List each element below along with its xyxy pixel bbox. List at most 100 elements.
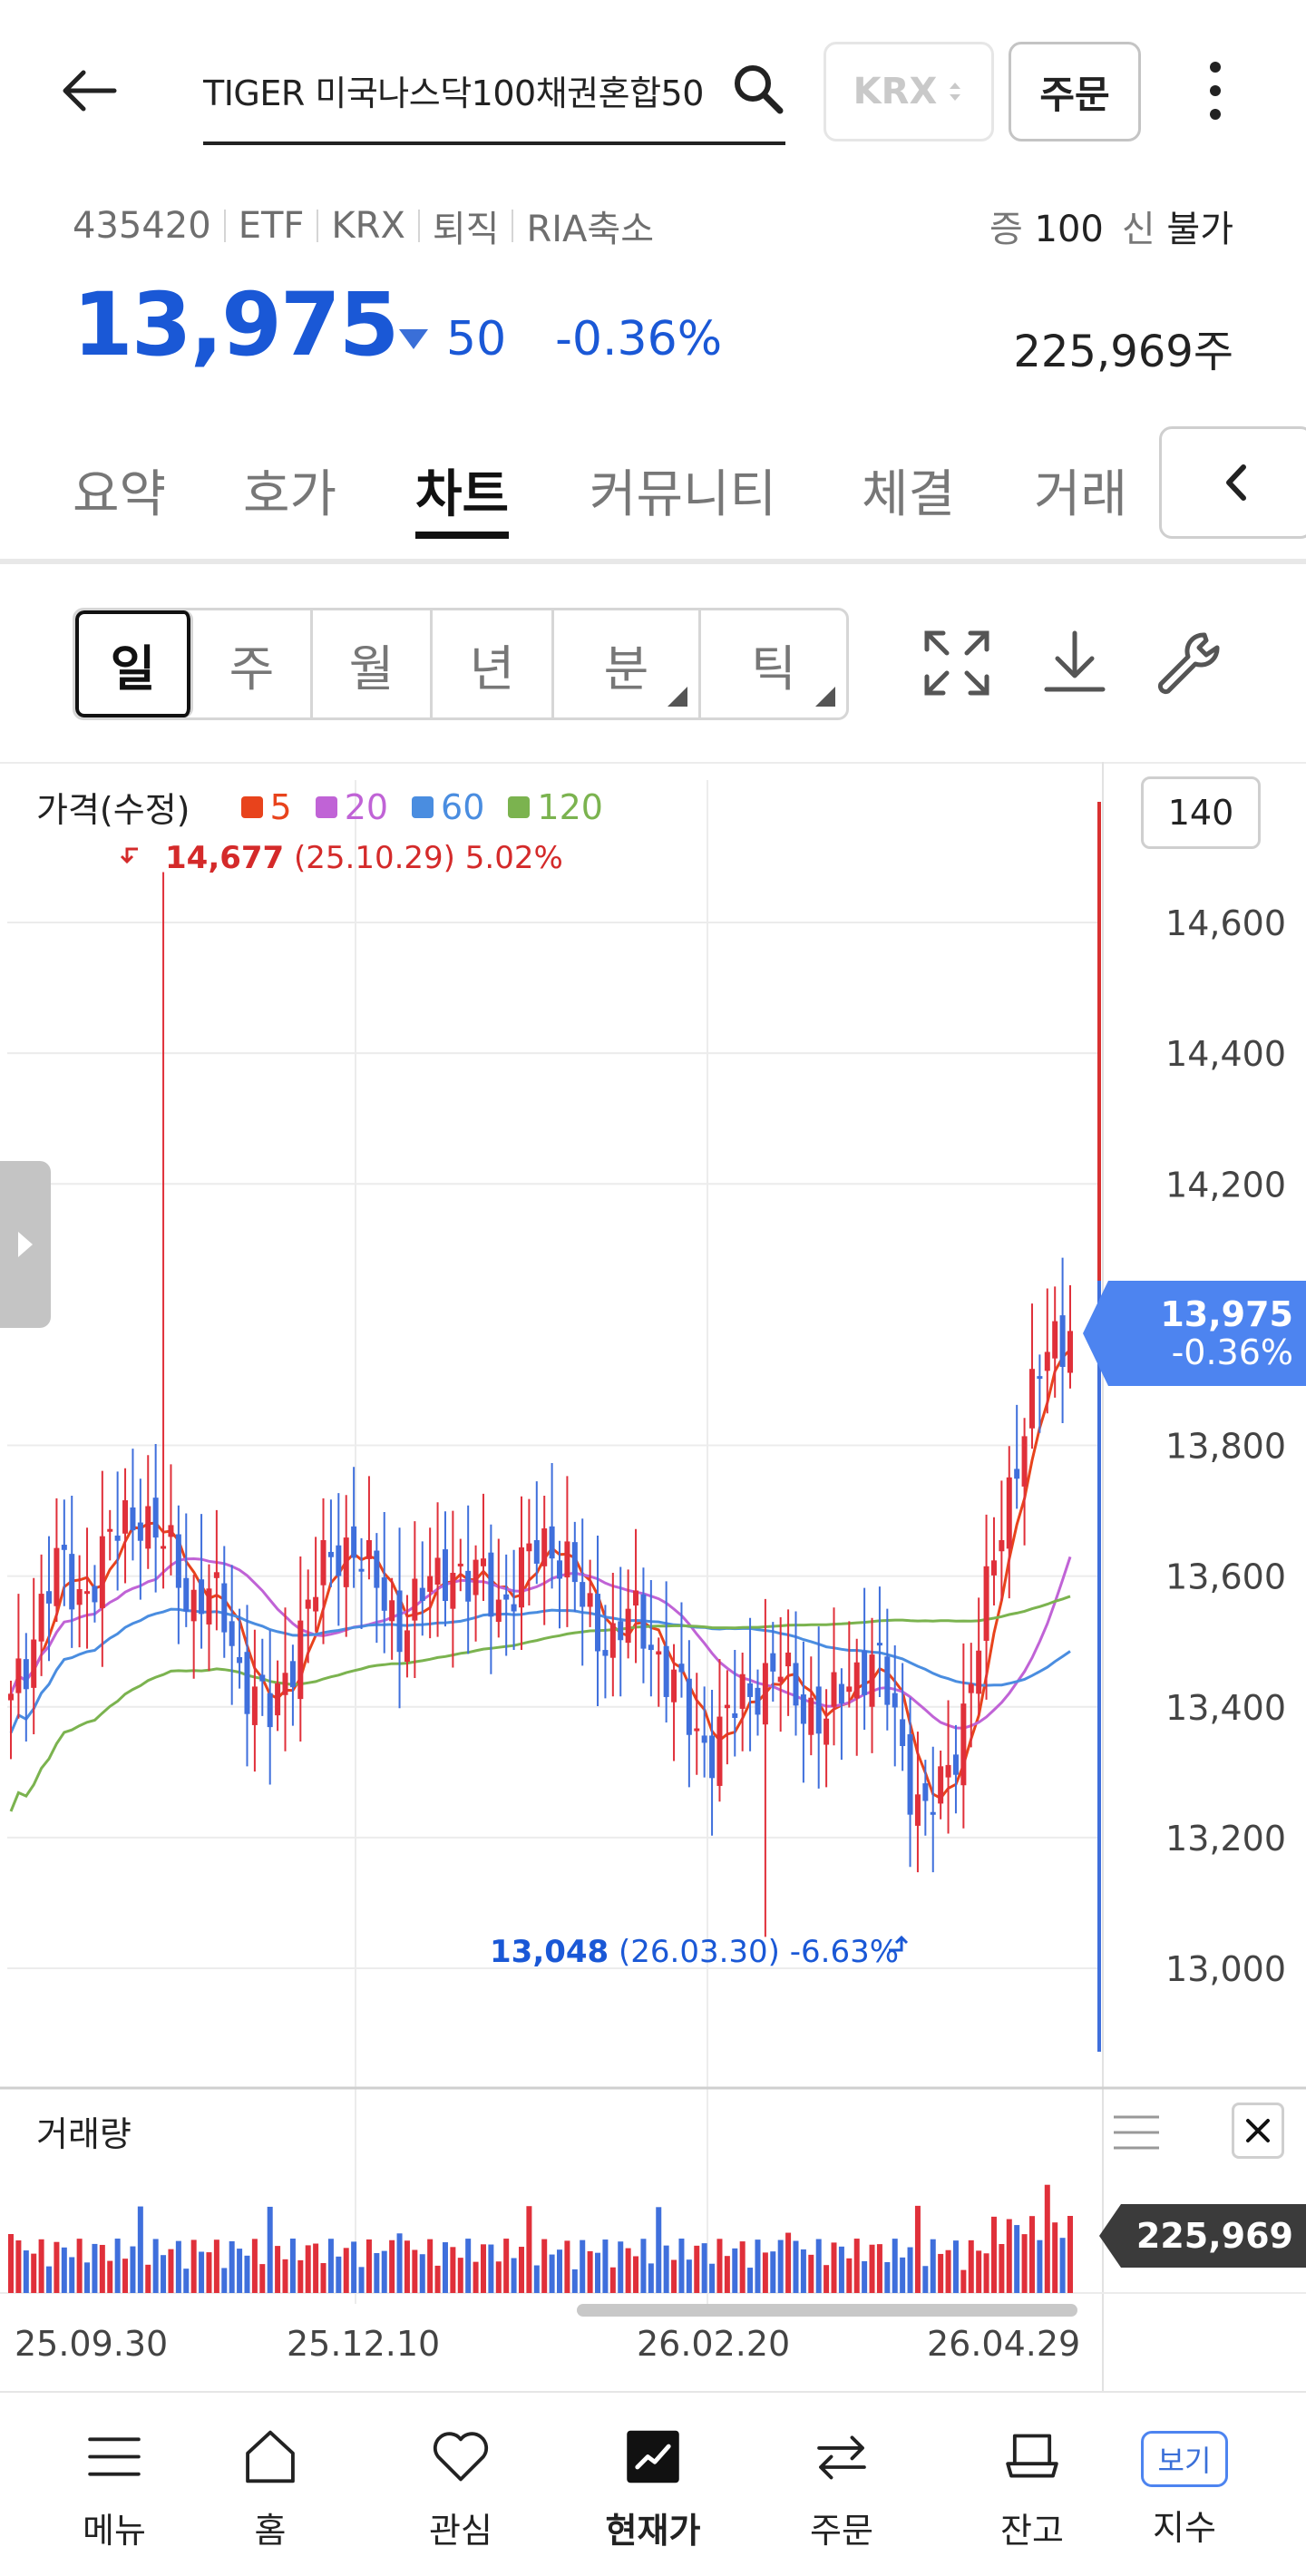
candle-body [976,1650,982,1694]
market-select[interactable]: KRX [824,42,994,141]
nav-watchlist[interactable]: 관심 [397,2425,524,2552]
legend-ma60[interactable]: 60 [412,787,484,827]
high-marker-label: 14,677 (25.10.29) 5.02% [165,840,563,876]
volume-bar [618,2241,624,2293]
volume-bar [793,2240,799,2293]
period-day[interactable]: 일 [75,610,193,717]
period-year[interactable]: 년 [433,610,554,717]
candle-body [381,1577,387,1611]
stock-search-field[interactable]: TIGER 미국나스닥100채권혼합50 [203,56,785,145]
download-icon[interactable] [1034,622,1116,704]
nav-balance[interactable]: 잔고 [969,2425,1096,2552]
candle-body [161,1546,167,1549]
legend-ma120[interactable]: 120 [508,787,603,827]
back-arrow-icon[interactable] [53,54,125,127]
candle-body [686,1678,692,1735]
x-label-1: 25.09.30 [15,2324,169,2364]
candle-body [404,1630,410,1663]
tab-chart[interactable]: 차트 [415,454,510,539]
candle-body [8,1693,14,1701]
search-input[interactable]: TIGER 미국나스닥100채권혼합50 [203,73,704,113]
candle-body [137,1522,143,1541]
volume-bar [762,2252,768,2293]
candle-body [457,1563,463,1566]
volume-bar [69,2257,75,2293]
candle-body [1044,1351,1050,1371]
period-tick[interactable]: 틱 [701,610,846,717]
tab-transactions[interactable]: 거래 [1034,465,1128,524]
detail-tabs: 요약 호가 차트 커뮤니티 체결 거래 [0,426,1306,564]
candle-body [427,1576,434,1592]
heart-icon [433,2432,489,2482]
market-select-label: KRX [853,71,938,112]
volume-bar [1021,2234,1028,2293]
period-minute-label: 분 [603,639,649,698]
volume-bar [38,2239,44,2293]
volume-bar [671,2259,677,2293]
volume-bar [609,2267,616,2293]
volume-bar [983,2253,989,2293]
wrench-icon[interactable] [1148,622,1230,704]
volume-bar [564,2240,570,2293]
tab-community[interactable]: 커뮤니티 [590,465,777,524]
expand-icon[interactable] [916,622,998,704]
chart-line-icon [627,2430,679,2483]
volume-bar [1028,2216,1035,2293]
more-vertical-icon[interactable] [1190,54,1241,127]
candle-body [69,1554,75,1610]
volume-bar [412,2249,418,2293]
candle-body [145,1506,151,1549]
volume-menu-icon[interactable] [1112,2112,1161,2153]
candle-body [580,1582,586,1607]
change-percent: -0.36% [555,312,723,366]
nav-index[interactable]: 보기 지수 [1121,2425,1248,2552]
volume-bar [831,2242,837,2293]
volume-bar [381,2250,387,2293]
legend-ma20[interactable]: 20 [315,787,388,827]
volume-bar [503,2239,510,2293]
candle-body [473,1559,479,1595]
candle-body [762,1663,768,1725]
volume-bar [1067,2216,1073,2293]
y-tick-label: 14,600 [1165,903,1286,943]
candle-body [1059,1315,1066,1368]
nav-order[interactable]: 주문 [778,2425,905,2552]
tab-summary[interactable]: 요약 [73,465,167,524]
legend-ma5[interactable]: 5 [240,787,292,827]
close-icon[interactable] [1232,2103,1284,2159]
volume-bar [900,2257,906,2293]
nav-menu[interactable]: 메뉴 [51,2425,178,2552]
volume-bar [846,2258,853,2293]
volume-bar [701,2243,707,2293]
volume-bar [282,2259,288,2293]
volume-bar [526,2206,532,2293]
nav-home-label: 홈 [254,2511,287,2551]
x-label-2: 25.12.10 [287,2324,441,2364]
tab-collapse-button[interactable] [1159,426,1306,539]
candle-body [618,1621,624,1641]
candle-count-box[interactable]: 140 [1141,776,1261,849]
side-panel-handle[interactable] [0,1161,51,1328]
period-selector: 일 주 월 년 분 틱 [73,608,849,720]
period-week[interactable]: 주 [193,610,313,717]
candle-body [38,1594,44,1642]
price-chart[interactable]: 14,600 14,400 14,200 13,800 13,600 13,400 13,2… [0,762,1306,2395]
chart-legend: 가격(수정) 5 20 60 120 [36,782,603,832]
nav-home[interactable]: 홈 [207,2425,334,2552]
volume-bar [31,2253,37,2293]
candle-body [785,1652,792,1667]
nav-current-price[interactable]: 현재가 [590,2425,716,2552]
candle-body [442,1549,448,1602]
volume-bar [952,2240,959,2293]
period-minute[interactable]: 분 [554,610,701,717]
volume-bar [465,2239,472,2293]
period-month[interactable]: 월 [313,610,433,717]
volume-bar [92,2243,98,2293]
volume-bar [770,2251,776,2293]
volume-bar [732,2248,738,2293]
tab-trades[interactable]: 체결 [862,465,956,524]
search-icon[interactable] [731,62,785,116]
tab-orderbook[interactable]: 호가 [243,465,337,524]
order-button[interactable]: 주문 [1009,42,1141,141]
volume-bar [427,2239,434,2293]
